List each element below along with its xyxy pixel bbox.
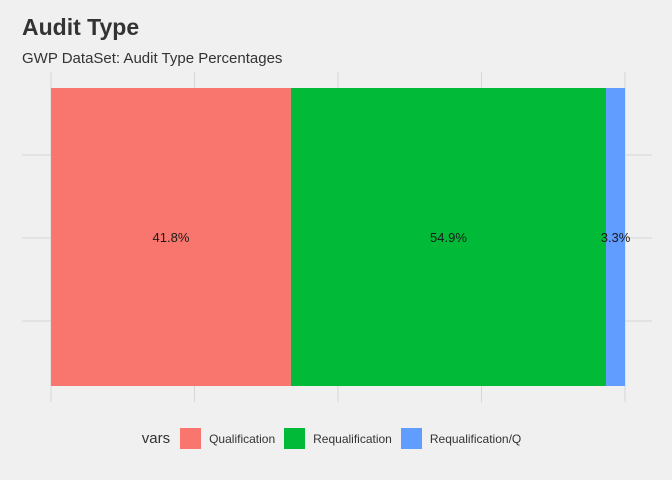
legend-key-requalification-q: [400, 428, 422, 449]
legend: vars Qualification Requalification Requa…: [0, 428, 672, 449]
data-label-qualification: 41.8%: [153, 230, 190, 245]
bar-segment-requalification-q: [606, 88, 625, 386]
legend-title: vars: [141, 430, 171, 447]
data-label-requalification: 54.9%: [430, 230, 467, 245]
legend-label-requalification-q: Requalification/Q: [429, 431, 522, 446]
chart-subtitle: GWP DataSet: Audit Type Percentages: [22, 50, 283, 67]
legend-key-qualification: [180, 428, 202, 449]
legend-item-requalification: Requalification: [284, 428, 392, 449]
chart-title: Audit Type: [22, 14, 140, 40]
legend-label-requalification: Requalification: [313, 431, 392, 446]
bar-segment-requalification: [290, 88, 607, 386]
data-labels: 41.8% 54.9% 3.3%: [153, 230, 631, 245]
legend-key-requalification: [284, 428, 306, 449]
data-label-requalification-q: 3.3%: [601, 230, 631, 245]
legend-item-requalification-q: Requalification/Q: [400, 428, 522, 449]
legend-item-qualification: Qualification: [180, 428, 275, 449]
bar-segment-qualification: [51, 88, 291, 386]
bar-segments: [51, 88, 625, 386]
legend-label-qualification: Qualification: [209, 431, 276, 446]
